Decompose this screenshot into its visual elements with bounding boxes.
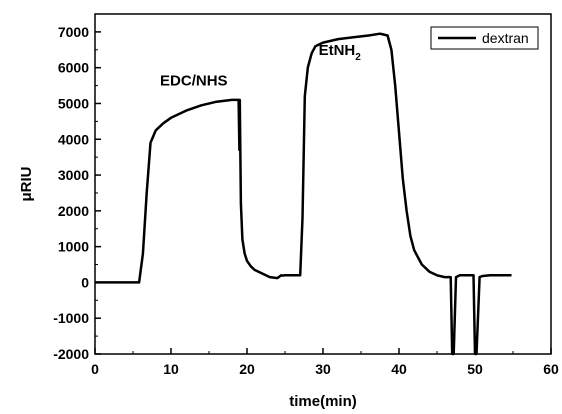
y-tick-label: 2000 bbox=[58, 203, 89, 219]
x-tick-label: 60 bbox=[543, 361, 559, 377]
legend-box bbox=[430, 26, 539, 50]
plot-frame bbox=[94, 13, 552, 355]
y-tick-label: -1000 bbox=[53, 310, 89, 326]
x-tick-label: 10 bbox=[163, 361, 179, 377]
y-tick-label: 4000 bbox=[58, 131, 89, 147]
y-tick-label: 5000 bbox=[58, 95, 89, 111]
y-tick-label: 0 bbox=[81, 274, 89, 290]
legend-label-dextran: dextran bbox=[482, 30, 529, 46]
series-layer bbox=[95, 32, 512, 356]
annotation: EDC/NHS bbox=[160, 73, 228, 90]
x-tick-label: 20 bbox=[239, 361, 255, 377]
y-tick-label: 1000 bbox=[58, 239, 89, 255]
y-axis-ticks bbox=[95, 13, 101, 355]
y-tick-label: 7000 bbox=[58, 24, 89, 40]
legend: dextran bbox=[430, 26, 539, 50]
x-tick-label: 0 bbox=[91, 361, 99, 377]
x-tick-label: 30 bbox=[315, 361, 331, 377]
y-axis-label: μRIU bbox=[18, 166, 35, 201]
x-axis-label: time(min) bbox=[289, 393, 357, 410]
x-axis-ticks bbox=[94, 348, 552, 354]
y-tick-label: 3000 bbox=[58, 167, 89, 183]
y-axis-tick-labels: -2000 -1000 0 1000 2000 3000 4000 5000 6000 7000 bbox=[53, 24, 89, 362]
annotations: EDC/NHS EtNH2 bbox=[160, 42, 361, 89]
y-tick-label: 6000 bbox=[58, 60, 89, 76]
x-tick-label: 50 bbox=[467, 361, 483, 377]
series-line-dextran bbox=[95, 32, 512, 356]
y-tick-label: -2000 bbox=[53, 346, 89, 362]
annotation: EtNH2 bbox=[319, 42, 362, 63]
x-axis-tick-labels: 0 10 20 30 40 50 60 bbox=[91, 361, 559, 377]
x-tick-label: 40 bbox=[391, 361, 407, 377]
